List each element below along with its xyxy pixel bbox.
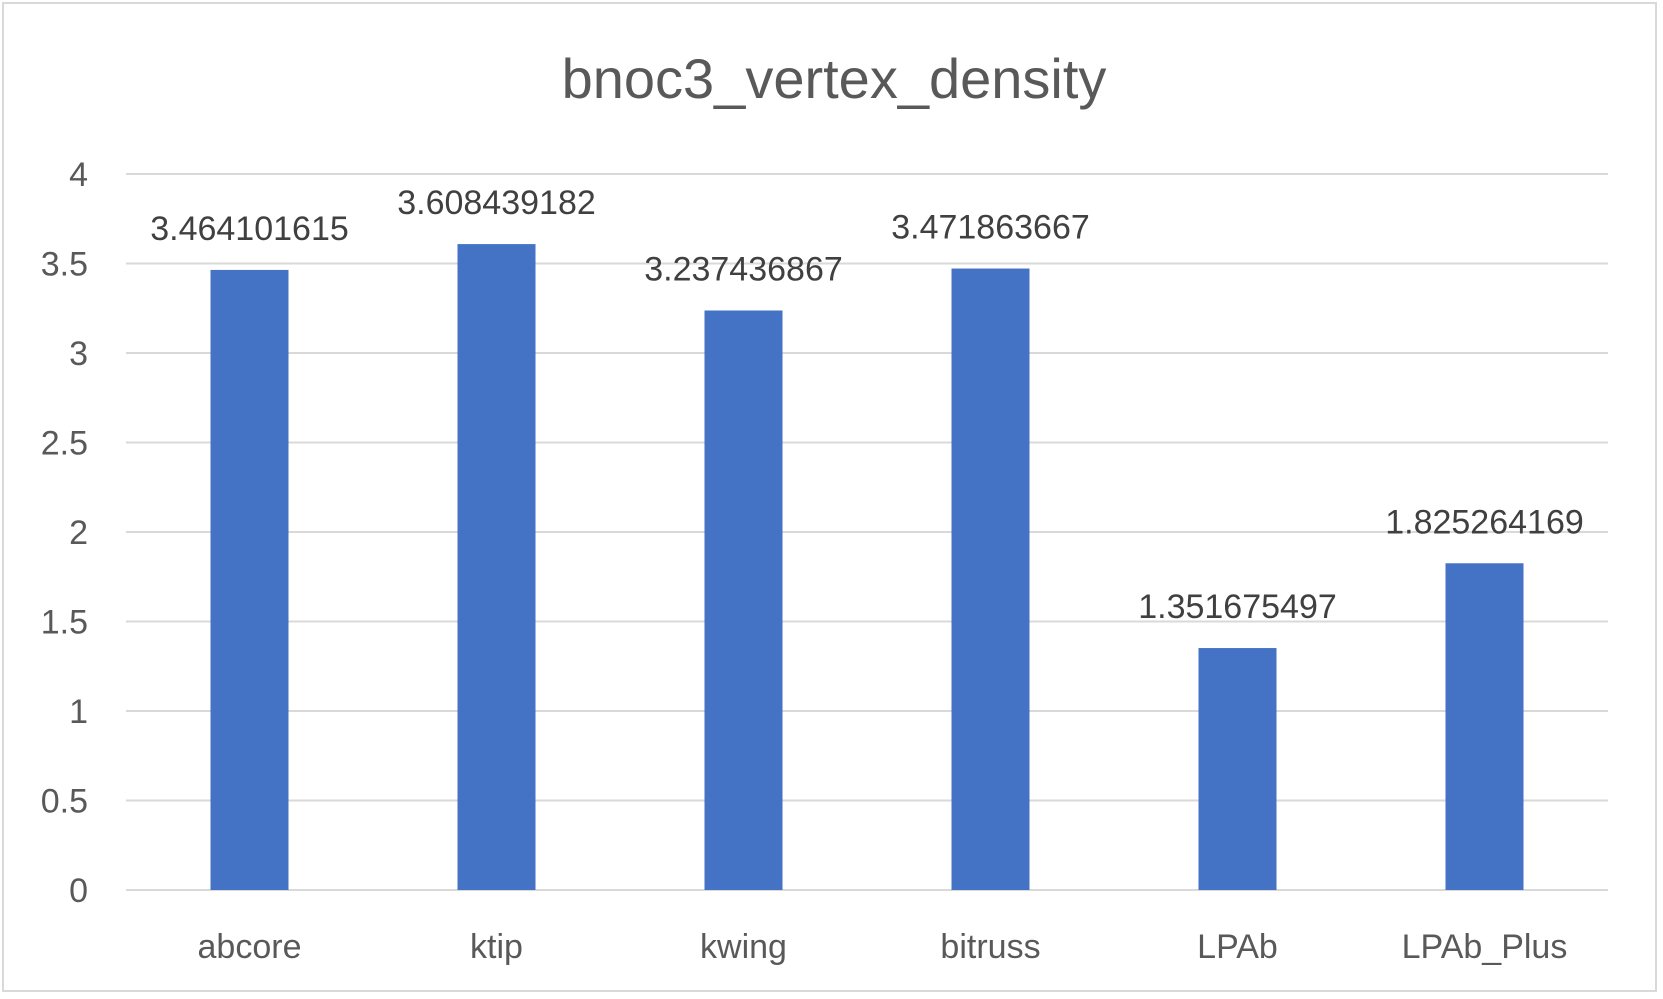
bar-lpab (1198, 648, 1277, 890)
y-axis-tick-labels: 0 0.5 1 1.5 2 2.5 3 3.5 4 (41, 156, 88, 910)
x-tick-label: kwing (700, 928, 787, 966)
y-tick-label: 3 (69, 335, 88, 373)
y-tick-label: 0.5 (41, 783, 88, 821)
bar-abcore (210, 269, 289, 891)
data-label: 1.351675497 (1138, 588, 1337, 626)
gridlines (126, 173, 1608, 891)
y-tick-label: 4 (69, 156, 88, 194)
y-tick-label: 3.5 (41, 246, 88, 284)
bar-lpab-plus (1445, 563, 1524, 890)
bar-chart: bnoc3_vertex_density 0 0.5 1 1.5 2 2.5 3 3.5 4 3… (41, 47, 1608, 966)
bar-kwing (704, 310, 783, 891)
x-tick-label: abcore (198, 928, 302, 966)
chart-title: bnoc3_vertex_density (562, 47, 1107, 110)
data-label: 3.608439182 (397, 184, 596, 222)
bar-bitruss (951, 268, 1030, 891)
y-tick-label: 2 (69, 514, 88, 552)
bars (210, 244, 1524, 891)
x-tick-label: ktip (470, 928, 523, 966)
y-tick-label: 1 (69, 693, 88, 731)
y-tick-label: 2.5 (41, 425, 88, 463)
x-axis-tick-labels: abcore ktip kwing bitruss LPAb LPAb_Plus (198, 928, 1568, 966)
data-label: 3.471863667 (891, 209, 1090, 247)
data-labels: 3.464101615 3.608439182 3.237436867 3.47186… (150, 184, 1584, 626)
x-tick-label: bitruss (940, 928, 1040, 966)
y-tick-label: 0 (69, 872, 88, 910)
data-label: 3.464101615 (150, 210, 349, 248)
bar-ktip (457, 244, 536, 891)
data-label: 1.825264169 (1385, 503, 1584, 541)
x-tick-label: LPAb (1197, 928, 1278, 966)
x-tick-label: LPAb_Plus (1402, 928, 1568, 966)
y-tick-label: 1.5 (41, 604, 88, 642)
data-label: 3.237436867 (644, 250, 843, 288)
